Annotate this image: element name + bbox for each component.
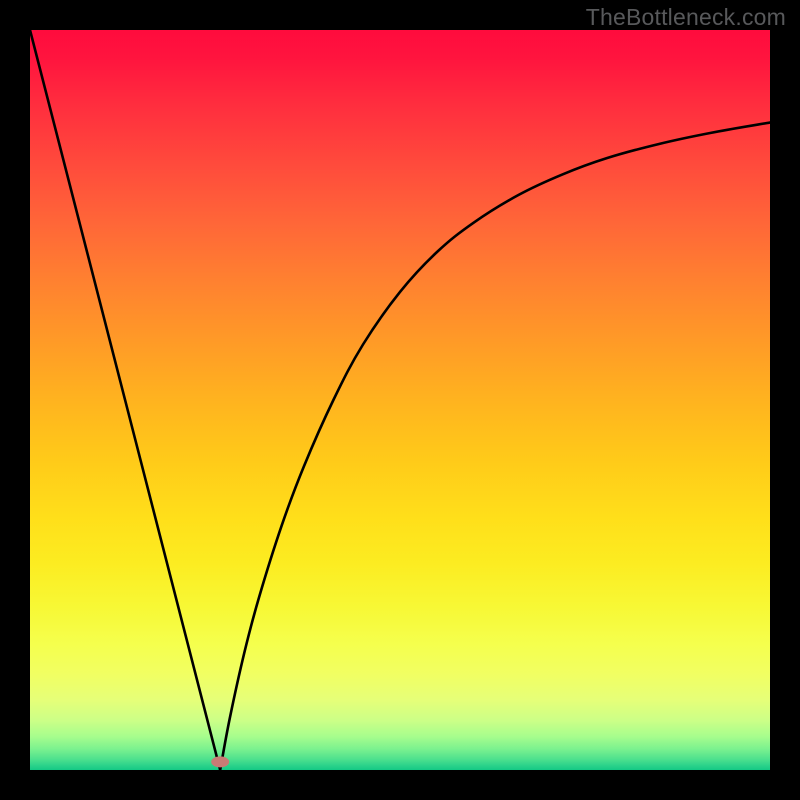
- chart-frame: TheBottleneck.com: [0, 0, 800, 800]
- plot-svg: [30, 30, 770, 770]
- plot-background: [30, 30, 770, 770]
- plot-area: [30, 30, 770, 770]
- watermark-text: TheBottleneck.com: [586, 4, 786, 31]
- minimum-marker: [211, 756, 229, 767]
